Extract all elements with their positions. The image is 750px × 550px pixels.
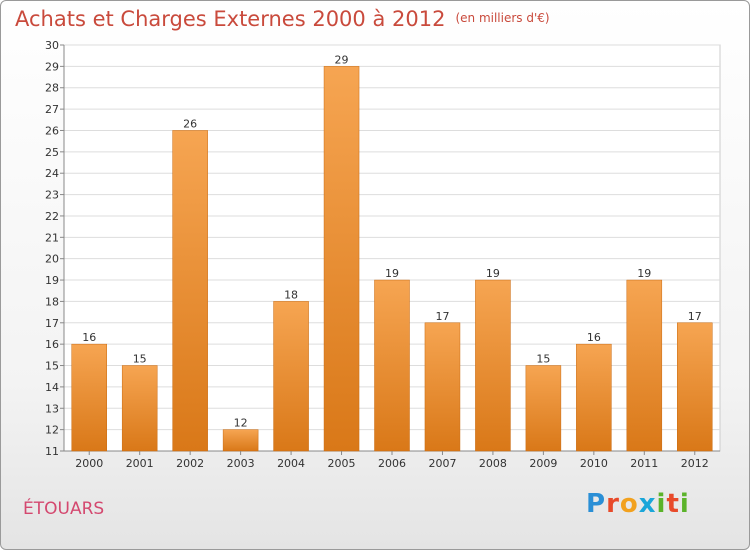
- y-tick-label: 27: [45, 103, 59, 116]
- x-tick-label-2008: 2008: [479, 457, 507, 470]
- y-tick-label: 20: [45, 253, 59, 266]
- logo-letter: o: [619, 489, 639, 519]
- data-label-2009: 15: [536, 353, 550, 366]
- x-tick-label-2000: 2000: [75, 457, 103, 470]
- data-label-2005: 29: [335, 53, 349, 66]
- data-label-2007: 17: [435, 310, 449, 323]
- bar-2007: [424, 322, 461, 452]
- data-label-2010: 16: [587, 331, 601, 344]
- logo-letter: i: [656, 489, 667, 519]
- x-tick-label-2003: 2003: [227, 457, 255, 470]
- chart-title: Achats et Charges Externes 2000 à 2012 (e…: [15, 7, 550, 31]
- bar-2003: [222, 429, 259, 452]
- logo-letter: i: [679, 489, 690, 519]
- data-label-2001: 15: [133, 353, 147, 366]
- x-tick-label-2004: 2004: [277, 457, 305, 470]
- y-tick-label: 13: [45, 402, 59, 415]
- place-name: ÉTOUARS: [23, 499, 105, 519]
- y-tick-label: 21: [45, 231, 59, 244]
- y-tick-label: 18: [45, 295, 59, 308]
- bar-2008: [475, 279, 511, 452]
- y-tick-label: 23: [45, 189, 59, 202]
- data-label-2011: 19: [637, 267, 651, 280]
- bar-2010: [576, 343, 612, 452]
- bar-2004: [273, 301, 309, 452]
- y-tick-label: 22: [45, 210, 59, 223]
- data-label-2008: 19: [486, 267, 500, 280]
- data-label-2004: 18: [284, 288, 298, 301]
- proxiti-logo: Proxiti: [586, 489, 690, 519]
- chart-title-text: Achats et Charges Externes 2000 à 2012: [15, 7, 446, 31]
- x-tick-label-2012: 2012: [681, 457, 709, 470]
- y-tick-label: 16: [45, 338, 59, 351]
- y-tick-label: 29: [45, 60, 59, 73]
- y-tick-label: 11: [45, 445, 59, 458]
- bar-2000: [71, 343, 107, 452]
- data-label-2006: 19: [385, 267, 399, 280]
- x-tick-label-2011: 2011: [630, 457, 658, 470]
- y-tick-label: 24: [45, 167, 59, 180]
- x-tick-label-2005: 2005: [328, 457, 356, 470]
- logo-letter: t: [666, 489, 680, 519]
- x-tick-label-2009: 2009: [529, 457, 557, 470]
- bar-2005: [323, 66, 360, 452]
- y-tick-label: 26: [45, 124, 59, 137]
- chart-unit: (en milliers d'€): [455, 11, 550, 25]
- y-tick-label: 25: [45, 146, 59, 159]
- x-tick-label-2007: 2007: [428, 457, 456, 470]
- y-tick-label: 12: [45, 424, 59, 437]
- data-label-2012: 17: [688, 310, 702, 323]
- data-label-2002: 26: [183, 117, 197, 130]
- x-tick-label-2006: 2006: [378, 457, 406, 470]
- data-label-2000: 16: [82, 331, 96, 344]
- bar-2001: [121, 365, 158, 452]
- bar-2002: [172, 130, 208, 452]
- y-tick-label: 30: [45, 39, 59, 52]
- y-tick-label: 28: [45, 82, 59, 95]
- x-tick-label-2001: 2001: [126, 457, 154, 470]
- logo-letter: x: [638, 489, 657, 519]
- y-tick-label: 19: [45, 274, 59, 287]
- bar-2011: [626, 279, 663, 452]
- bar-2012: [677, 322, 713, 452]
- bar-2006: [374, 279, 410, 452]
- logo-letter: r: [606, 489, 620, 519]
- y-tick-label: 14: [45, 381, 59, 394]
- data-label-2003: 12: [234, 417, 248, 430]
- x-tick-label-2010: 2010: [580, 457, 608, 470]
- logo-letter: P: [586, 489, 607, 519]
- bar-2009: [525, 365, 562, 452]
- y-tick-label: 15: [45, 360, 59, 373]
- x-tick-label-2002: 2002: [176, 457, 204, 470]
- y-tick-label: 17: [45, 317, 59, 330]
